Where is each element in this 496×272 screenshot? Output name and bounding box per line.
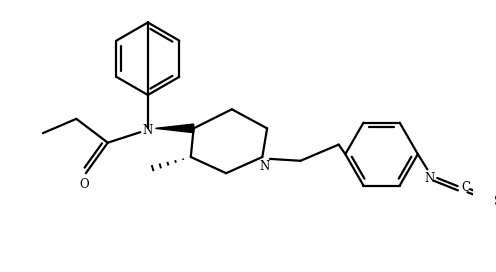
Polygon shape <box>155 124 193 133</box>
Text: N: N <box>424 172 434 186</box>
Text: C: C <box>461 181 470 194</box>
Text: N: N <box>143 124 153 137</box>
Text: S: S <box>494 195 496 208</box>
Text: N: N <box>259 160 269 173</box>
Text: O: O <box>79 178 89 191</box>
